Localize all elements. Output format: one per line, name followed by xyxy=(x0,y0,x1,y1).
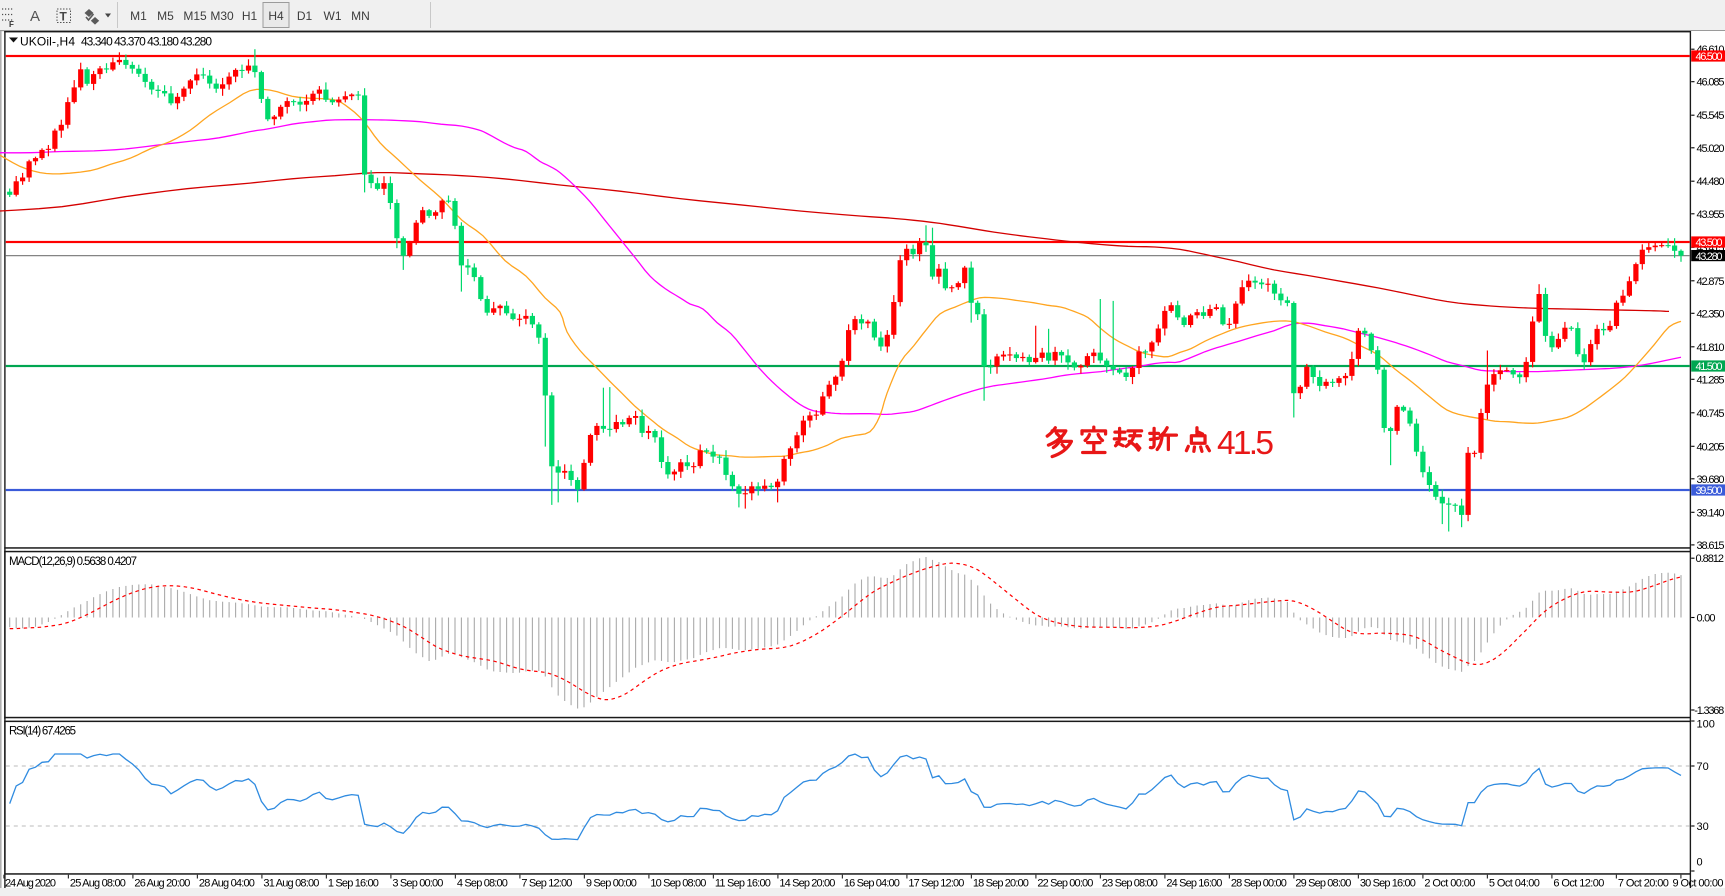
svg-text:26 Aug 20:00: 26 Aug 20:00 xyxy=(134,878,190,890)
svg-text:F: F xyxy=(9,20,14,29)
svg-text:6 Oct 12:00: 6 Oct 12:00 xyxy=(1553,878,1604,890)
svg-text:7 Sep 12:00: 7 Sep 12:00 xyxy=(521,878,572,890)
svg-text:46.500: 46.500 xyxy=(1696,51,1723,63)
svg-text:W1: W1 xyxy=(324,9,342,23)
svg-text:46.085: 46.085 xyxy=(1697,77,1725,89)
svg-text:9 Oct 00:00: 9 Oct 00:00 xyxy=(1673,878,1724,890)
svg-text:41.5: 41.5 xyxy=(1217,425,1274,462)
svg-text:45.545: 45.545 xyxy=(1697,110,1725,122)
svg-text:41.500: 41.500 xyxy=(1696,361,1723,373)
svg-text:14 Sep 20:00: 14 Sep 20:00 xyxy=(779,878,835,890)
svg-text:0: 0 xyxy=(1697,857,1703,869)
svg-text:A: A xyxy=(30,8,40,25)
svg-text:5 Oct 04:00: 5 Oct 04:00 xyxy=(1489,878,1540,890)
svg-text:3 Sep 00:00: 3 Sep 00:00 xyxy=(392,878,443,890)
svg-text:RSI(14) 67.4265: RSI(14) 67.4265 xyxy=(9,726,76,738)
svg-text:40.745: 40.745 xyxy=(1697,408,1725,420)
svg-text:25 Aug 08:00: 25 Aug 08:00 xyxy=(70,878,126,890)
svg-text:0.00: 0.00 xyxy=(1697,613,1716,625)
svg-text:9 Sep 00:00: 9 Sep 00:00 xyxy=(586,878,637,890)
svg-text:H4: H4 xyxy=(268,9,284,23)
svg-text:M5: M5 xyxy=(157,9,174,23)
svg-text:M30: M30 xyxy=(210,9,234,23)
svg-text:39.500: 39.500 xyxy=(1696,485,1723,497)
svg-text:29 Sep 08:00: 29 Sep 08:00 xyxy=(1295,878,1351,890)
svg-text:31 Aug 08:00: 31 Aug 08:00 xyxy=(263,878,319,890)
svg-text:10 Sep 08:00: 10 Sep 08:00 xyxy=(650,878,706,890)
svg-text:23 Sep 08:00: 23 Sep 08:00 xyxy=(1102,878,1158,890)
svg-text:17 Sep 12:00: 17 Sep 12:00 xyxy=(908,878,964,890)
svg-text:43.340 43.370 43.180 43.280: 43.340 43.370 43.180 43.280 xyxy=(81,35,212,49)
svg-text:16 Sep 04:00: 16 Sep 04:00 xyxy=(844,878,900,890)
svg-text:4 Sep 08:00: 4 Sep 08:00 xyxy=(457,878,508,890)
svg-text:45.020: 45.020 xyxy=(1697,143,1725,155)
svg-text:43.500: 43.500 xyxy=(1696,237,1723,249)
svg-text:43.280: 43.280 xyxy=(1696,251,1723,263)
svg-text:11 Sep 16:00: 11 Sep 16:00 xyxy=(715,878,771,890)
svg-text:MN: MN xyxy=(351,9,370,23)
svg-text:M1: M1 xyxy=(130,9,147,23)
svg-text:D1: D1 xyxy=(297,9,313,23)
svg-text:0.8812: 0.8812 xyxy=(1696,553,1725,565)
svg-text:100: 100 xyxy=(1697,719,1715,731)
svg-text:42.875: 42.875 xyxy=(1697,276,1725,288)
svg-text:40.205: 40.205 xyxy=(1697,441,1725,453)
svg-text:T: T xyxy=(60,10,68,24)
svg-text:39.680: 39.680 xyxy=(1697,474,1725,486)
svg-text:44.480: 44.480 xyxy=(1697,176,1725,188)
svg-text:30 Sep 16:00: 30 Sep 16:00 xyxy=(1360,878,1416,890)
svg-text:22 Sep 00:00: 22 Sep 00:00 xyxy=(1037,878,1093,890)
svg-text:1 Sep 16:00: 1 Sep 16:00 xyxy=(328,878,379,890)
svg-text:7 Oct 20:00: 7 Oct 20:00 xyxy=(1618,878,1669,890)
svg-text:H1: H1 xyxy=(242,9,258,23)
svg-text:28 Aug 04:00: 28 Aug 04:00 xyxy=(199,878,255,890)
svg-text:28 Sep 00:00: 28 Sep 00:00 xyxy=(1231,878,1287,890)
svg-text:41.285: 41.285 xyxy=(1697,374,1725,386)
svg-text:24 Sep 16:00: 24 Sep 16:00 xyxy=(1166,878,1222,890)
svg-text:43.955: 43.955 xyxy=(1697,209,1725,221)
svg-text:38.615: 38.615 xyxy=(1697,540,1725,552)
svg-text:39.140: 39.140 xyxy=(1697,507,1725,519)
svg-text:MACD(12,26,9) 0.5638 0.4207: MACD(12,26,9) 0.5638 0.4207 xyxy=(9,556,137,568)
svg-text:70: 70 xyxy=(1697,761,1709,773)
svg-text:2 Oct 00:00: 2 Oct 00:00 xyxy=(1424,878,1475,890)
svg-text:24 Aug 2020: 24 Aug 2020 xyxy=(5,878,56,890)
svg-text:M15: M15 xyxy=(183,9,207,23)
svg-text:18 Sep 20:00: 18 Sep 20:00 xyxy=(973,878,1029,890)
svg-text:30: 30 xyxy=(1697,821,1709,833)
svg-text:41.810: 41.810 xyxy=(1697,342,1725,354)
svg-text:UKOil-,H4: UKOil-,H4 xyxy=(20,35,75,49)
svg-text:-1.3368: -1.3368 xyxy=(1694,705,1724,717)
svg-text:42.350: 42.350 xyxy=(1697,308,1725,320)
